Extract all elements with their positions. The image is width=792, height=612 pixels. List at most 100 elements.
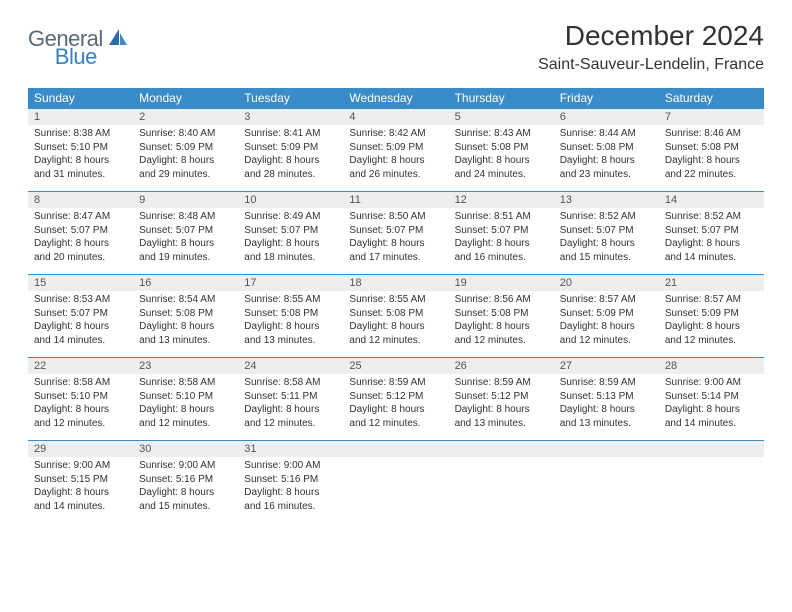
daylight-line-2: and 18 minutes. (244, 251, 337, 265)
sunset-line: Sunset: 5:07 PM (34, 307, 127, 321)
daylight-line-1: Daylight: 8 hours (560, 403, 653, 417)
day-detail-cell: Sunrise: 8:59 AMSunset: 5:12 PMDaylight:… (449, 374, 554, 441)
sunrise-line: Sunrise: 8:43 AM (455, 127, 548, 141)
daylight-line-1: Daylight: 8 hours (139, 154, 232, 168)
daylight-line-1: Daylight: 8 hours (244, 237, 337, 251)
day-detail-cell: Sunrise: 9:00 AMSunset: 5:16 PMDaylight:… (238, 457, 343, 523)
location-label: Saint-Sauveur-Lendelin, France (538, 56, 764, 74)
sunrise-line: Sunrise: 8:56 AM (455, 293, 548, 307)
daylight-line-1: Daylight: 8 hours (665, 320, 758, 334)
sunset-line: Sunset: 5:14 PM (665, 390, 758, 404)
daylight-line-2: and 12 minutes. (34, 417, 127, 431)
day-number-cell: 12 (449, 192, 554, 209)
sunrise-line: Sunrise: 8:49 AM (244, 210, 337, 224)
sunrise-line: Sunrise: 8:50 AM (349, 210, 442, 224)
day-detail-cell: Sunrise: 8:51 AMSunset: 5:07 PMDaylight:… (449, 208, 554, 275)
day-number-cell: 27 (554, 358, 659, 375)
daylight-line-2: and 15 minutes. (560, 251, 653, 265)
weekday-header: Thursday (449, 88, 554, 109)
sunrise-line: Sunrise: 8:42 AM (349, 127, 442, 141)
day-number-cell: 1 (28, 109, 133, 126)
day-number-cell: 25 (343, 358, 448, 375)
daylight-line-1: Daylight: 8 hours (139, 403, 232, 417)
daylight-line-2: and 16 minutes. (244, 500, 337, 514)
day-number-cell: 15 (28, 275, 133, 292)
day-detail-cell: Sunrise: 8:48 AMSunset: 5:07 PMDaylight:… (133, 208, 238, 275)
sunrise-line: Sunrise: 8:54 AM (139, 293, 232, 307)
sunset-line: Sunset: 5:09 PM (139, 141, 232, 155)
sunset-line: Sunset: 5:08 PM (665, 141, 758, 155)
sunrise-line: Sunrise: 8:40 AM (139, 127, 232, 141)
sunset-line: Sunset: 5:07 PM (349, 224, 442, 238)
day-detail-row: Sunrise: 8:38 AMSunset: 5:10 PMDaylight:… (28, 125, 764, 192)
sunrise-line: Sunrise: 9:00 AM (244, 459, 337, 473)
daylight-line-2: and 12 minutes. (665, 334, 758, 348)
sunset-line: Sunset: 5:16 PM (139, 473, 232, 487)
daylight-line-2: and 12 minutes. (455, 334, 548, 348)
day-number-cell: 30 (133, 441, 238, 458)
day-number-cell (343, 441, 448, 458)
sunset-line: Sunset: 5:13 PM (560, 390, 653, 404)
daylight-line-1: Daylight: 8 hours (139, 320, 232, 334)
sunset-line: Sunset: 5:07 PM (34, 224, 127, 238)
day-number-cell: 17 (238, 275, 343, 292)
daylight-line-1: Daylight: 8 hours (349, 154, 442, 168)
day-detail-cell: Sunrise: 8:42 AMSunset: 5:09 PMDaylight:… (343, 125, 448, 192)
day-number-cell: 7 (659, 109, 764, 126)
day-detail-cell: Sunrise: 9:00 AMSunset: 5:16 PMDaylight:… (133, 457, 238, 523)
daylight-line-2: and 13 minutes. (455, 417, 548, 431)
daylight-line-1: Daylight: 8 hours (34, 237, 127, 251)
sunset-line: Sunset: 5:08 PM (560, 141, 653, 155)
day-number-cell (659, 441, 764, 458)
daylight-line-2: and 28 minutes. (244, 168, 337, 182)
daylight-line-2: and 22 minutes. (665, 168, 758, 182)
sunset-line: Sunset: 5:08 PM (455, 307, 548, 321)
daylight-line-1: Daylight: 8 hours (665, 237, 758, 251)
day-number-cell: 20 (554, 275, 659, 292)
sunrise-line: Sunrise: 8:41 AM (244, 127, 337, 141)
day-number-row: 22232425262728 (28, 358, 764, 375)
daylight-line-1: Daylight: 8 hours (455, 154, 548, 168)
sunrise-line: Sunrise: 8:51 AM (455, 210, 548, 224)
daylight-line-1: Daylight: 8 hours (244, 486, 337, 500)
sunset-line: Sunset: 5:07 PM (665, 224, 758, 238)
daylight-line-1: Daylight: 8 hours (34, 403, 127, 417)
sunset-line: Sunset: 5:10 PM (34, 141, 127, 155)
sunrise-line: Sunrise: 8:58 AM (34, 376, 127, 390)
day-number-cell: 5 (449, 109, 554, 126)
day-detail-cell: Sunrise: 8:53 AMSunset: 5:07 PMDaylight:… (28, 291, 133, 358)
sunset-line: Sunset: 5:09 PM (665, 307, 758, 321)
daylight-line-2: and 26 minutes. (349, 168, 442, 182)
header: General Blue December 2024 Saint-Sauveur… (28, 20, 764, 74)
sunset-line: Sunset: 5:16 PM (244, 473, 337, 487)
day-detail-cell: Sunrise: 8:58 AMSunset: 5:11 PMDaylight:… (238, 374, 343, 441)
sunset-line: Sunset: 5:09 PM (560, 307, 653, 321)
sunrise-line: Sunrise: 8:53 AM (34, 293, 127, 307)
sunrise-line: Sunrise: 9:00 AM (34, 459, 127, 473)
daylight-line-2: and 12 minutes. (244, 417, 337, 431)
daylight-line-1: Daylight: 8 hours (455, 403, 548, 417)
sunrise-line: Sunrise: 8:57 AM (665, 293, 758, 307)
day-number-cell: 4 (343, 109, 448, 126)
day-detail-cell: Sunrise: 8:55 AMSunset: 5:08 PMDaylight:… (343, 291, 448, 358)
daylight-line-2: and 12 minutes. (349, 417, 442, 431)
day-detail-cell: Sunrise: 8:50 AMSunset: 5:07 PMDaylight:… (343, 208, 448, 275)
sunrise-line: Sunrise: 8:59 AM (349, 376, 442, 390)
day-detail-cell: Sunrise: 8:52 AMSunset: 5:07 PMDaylight:… (659, 208, 764, 275)
sunset-line: Sunset: 5:11 PM (244, 390, 337, 404)
daylight-line-2: and 15 minutes. (139, 500, 232, 514)
day-detail-cell: Sunrise: 8:58 AMSunset: 5:10 PMDaylight:… (133, 374, 238, 441)
page: General Blue December 2024 Saint-Sauveur… (0, 0, 792, 543)
sunrise-line: Sunrise: 8:47 AM (34, 210, 127, 224)
daylight-line-1: Daylight: 8 hours (560, 154, 653, 168)
daylight-line-1: Daylight: 8 hours (455, 320, 548, 334)
day-detail-row: Sunrise: 8:58 AMSunset: 5:10 PMDaylight:… (28, 374, 764, 441)
day-number-cell: 18 (343, 275, 448, 292)
daylight-line-2: and 24 minutes. (455, 168, 548, 182)
day-number-cell (449, 441, 554, 458)
sunset-line: Sunset: 5:08 PM (455, 141, 548, 155)
day-number-row: 293031 (28, 441, 764, 458)
daylight-line-2: and 14 minutes. (665, 251, 758, 265)
day-number-cell: 10 (238, 192, 343, 209)
sunset-line: Sunset: 5:09 PM (244, 141, 337, 155)
